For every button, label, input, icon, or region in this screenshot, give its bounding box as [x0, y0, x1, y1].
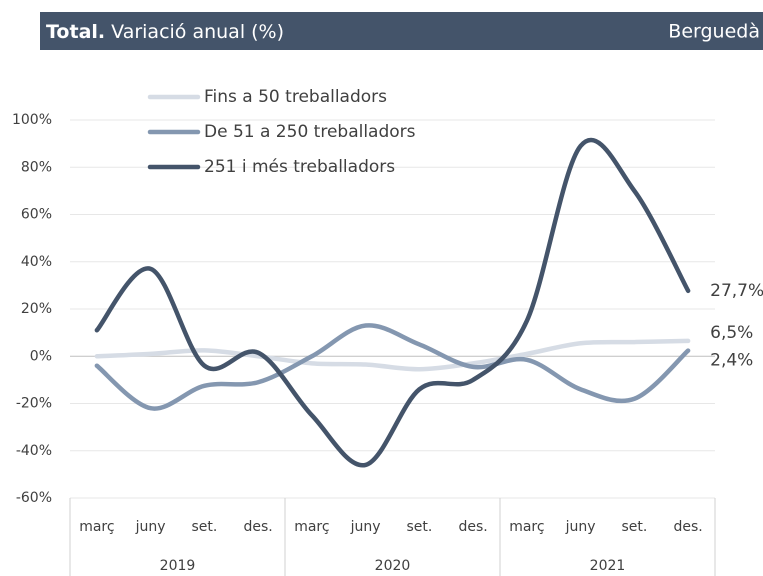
- header-title: Total. Variació anual (%): [46, 21, 284, 43]
- value-label: 6,5%: [710, 323, 753, 343]
- year-label: 2020: [375, 558, 411, 574]
- y-tick-label: -20%: [16, 396, 52, 412]
- legend-label: Fins a 50 treballadors: [204, 87, 387, 107]
- value-label: 27,7%: [710, 281, 763, 301]
- line-series: [94, 137, 691, 468]
- x-tick-label: des.: [674, 519, 703, 535]
- legend-label: 251 i més treballadors: [204, 157, 395, 177]
- x-tick-label: març: [509, 519, 544, 535]
- line-series: [94, 338, 691, 372]
- header-bold: Total.: [46, 21, 105, 43]
- y-tick-label: -40%: [16, 443, 52, 459]
- x-tick-label: set.: [191, 519, 217, 535]
- x-tick-label: juny: [135, 519, 166, 535]
- x-tick-label: març: [294, 519, 329, 535]
- x-tick-label: des.: [459, 519, 488, 535]
- x-tick-label: des.: [244, 519, 273, 535]
- y-tick-label: 20%: [21, 301, 52, 317]
- y-tick-label: -60%: [16, 490, 52, 506]
- x-tick-label: març: [79, 519, 114, 535]
- y-tick-label: 80%: [21, 159, 52, 175]
- header-region: Berguedà: [668, 21, 760, 43]
- year-label: 2021: [590, 558, 626, 574]
- y-tick-label: 0%: [30, 348, 52, 364]
- value-label: 2,4%: [710, 351, 753, 371]
- x-tick-label: set.: [406, 519, 432, 535]
- x-tick-label: set.: [621, 519, 647, 535]
- y-tick-label: 100%: [12, 112, 52, 128]
- x-tick-label: juny: [565, 519, 596, 535]
- line-series: [94, 323, 691, 411]
- legend-label: De 51 a 250 treballadors: [204, 122, 416, 142]
- y-tick-label: 40%: [21, 254, 52, 270]
- x-tick-label: juny: [350, 519, 381, 535]
- header-text: Variació anual (%): [111, 21, 284, 43]
- header-bar: [40, 12, 763, 50]
- year-label: 2019: [160, 558, 196, 574]
- y-tick-label: 60%: [21, 207, 52, 223]
